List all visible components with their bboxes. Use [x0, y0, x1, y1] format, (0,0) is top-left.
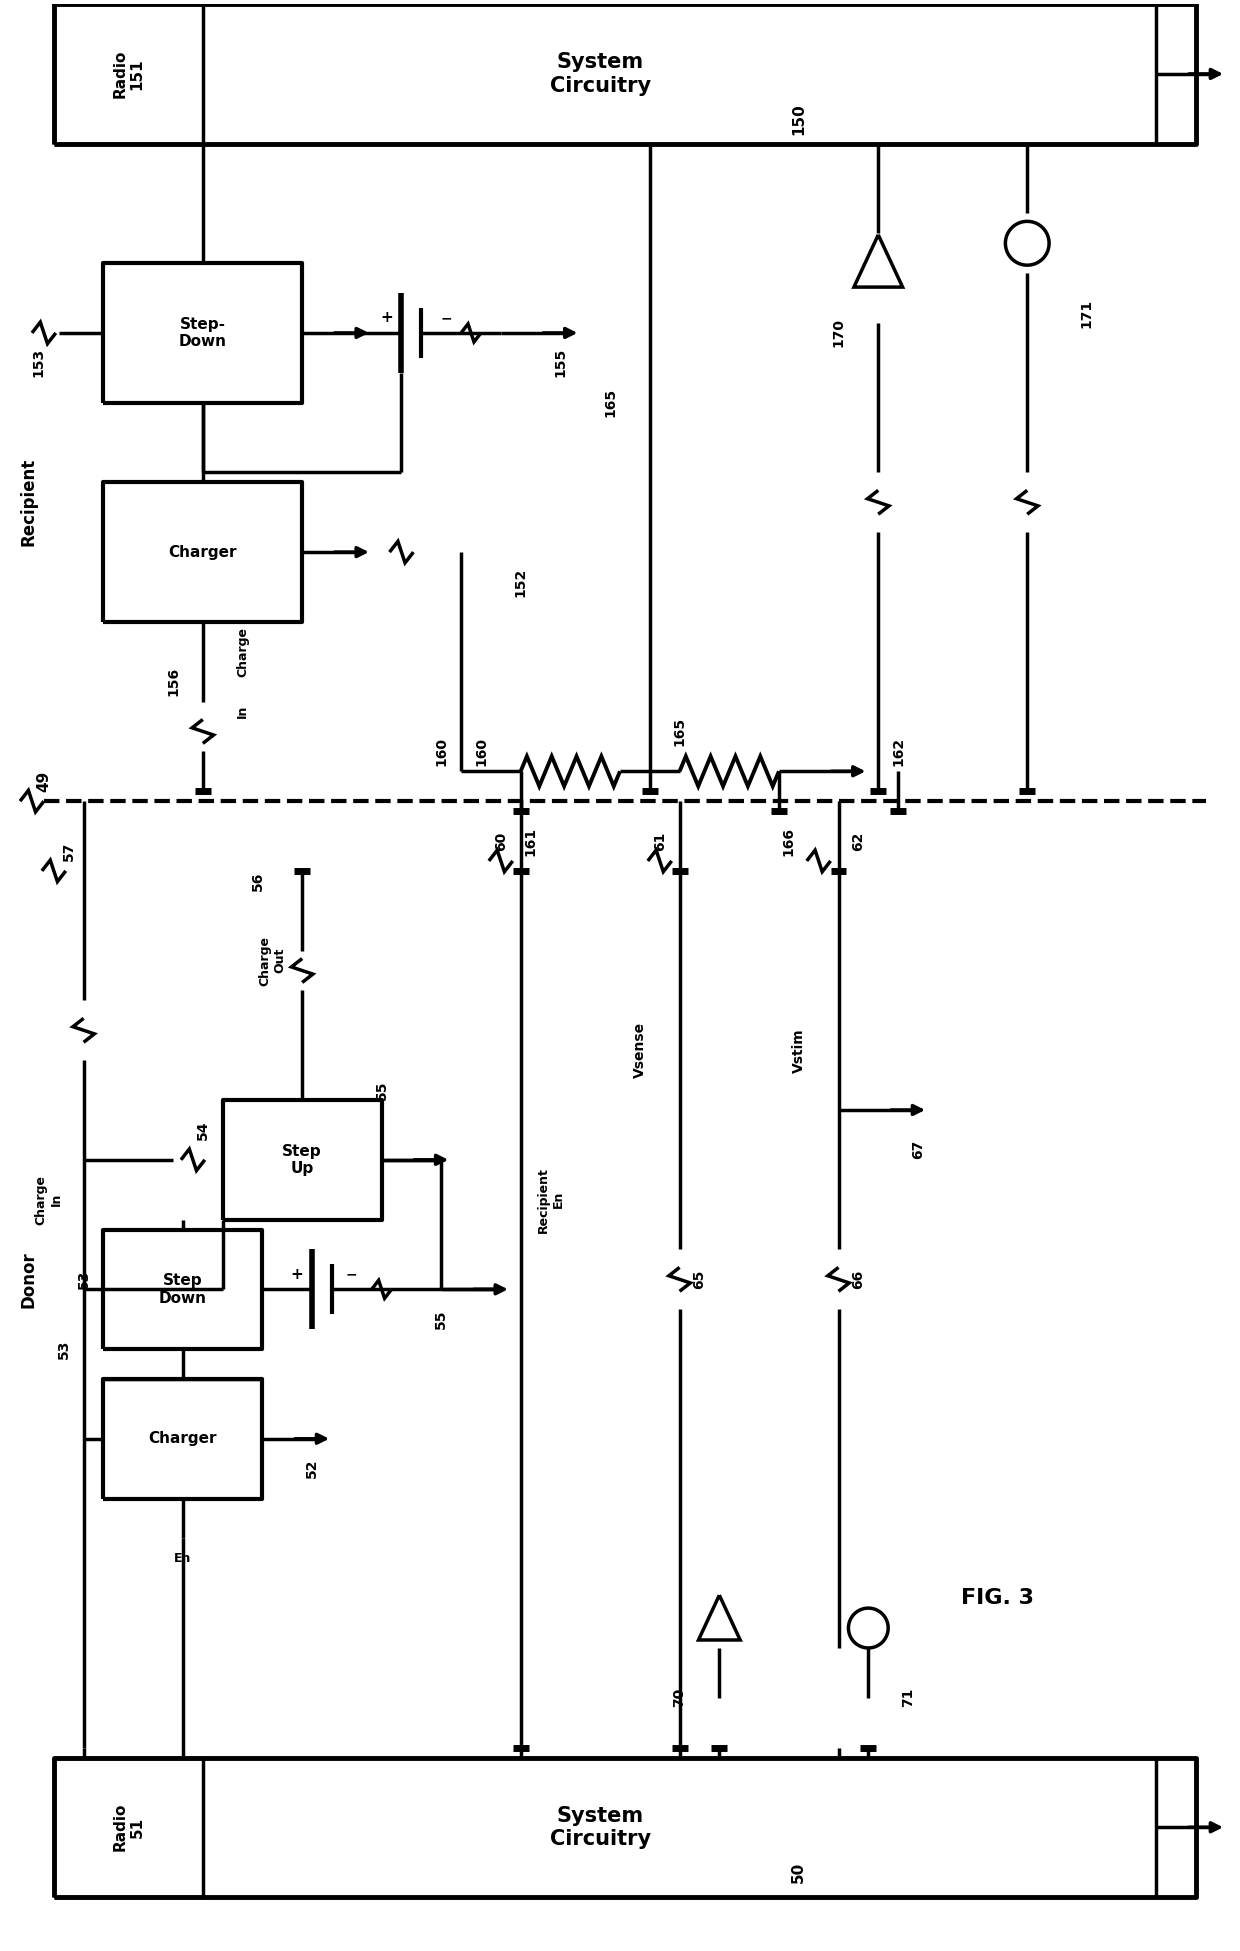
Text: 55: 55 [434, 1309, 448, 1329]
Text: 161: 161 [523, 827, 538, 856]
Text: 49: 49 [36, 771, 51, 792]
Text: Radio
151: Radio 151 [112, 49, 145, 98]
Text: 53: 53 [57, 1340, 71, 1358]
Text: System
Circuitry: System Circuitry [549, 53, 651, 96]
Text: +: + [291, 1266, 304, 1282]
Text: 162: 162 [892, 737, 905, 767]
Text: Charger: Charger [149, 1432, 217, 1446]
Text: Recipient
En: Recipient En [537, 1167, 564, 1233]
Text: 54: 54 [196, 1120, 210, 1139]
Text: In: In [236, 704, 249, 718]
Text: 70: 70 [672, 1688, 687, 1707]
Text: Charger: Charger [169, 544, 237, 560]
Text: Donor: Donor [20, 1251, 38, 1307]
Text: Charge: Charge [236, 626, 249, 677]
Text: 57: 57 [62, 841, 76, 860]
Text: 165: 165 [672, 716, 687, 745]
Text: 171: 171 [1080, 299, 1094, 328]
Text: Step-
Down: Step- Down [179, 316, 227, 349]
Text: 61: 61 [652, 831, 667, 851]
Text: 160: 160 [474, 737, 489, 767]
Text: Recipient: Recipient [20, 458, 38, 546]
Text: −: − [440, 310, 453, 326]
Text: 166: 166 [782, 827, 796, 855]
Text: 170: 170 [832, 318, 846, 347]
Text: 71: 71 [901, 1688, 915, 1707]
Text: −: − [346, 1268, 357, 1282]
Text: 156: 156 [166, 667, 180, 697]
Text: 153: 153 [32, 347, 46, 377]
Text: 53: 53 [77, 1270, 91, 1290]
Text: 67: 67 [911, 1139, 925, 1159]
Text: 52: 52 [305, 1459, 319, 1479]
Text: 60: 60 [494, 831, 508, 851]
Text: 66: 66 [852, 1270, 866, 1290]
Text: 152: 152 [513, 568, 528, 597]
Text: Charge
In: Charge In [35, 1175, 63, 1225]
Text: 160: 160 [434, 737, 448, 767]
Text: 50: 50 [791, 1861, 806, 1883]
Text: 150: 150 [791, 103, 806, 135]
Text: System
Circuitry: System Circuitry [549, 1807, 651, 1850]
Text: 165: 165 [603, 388, 618, 418]
Text: Radio
51: Radio 51 [112, 1803, 145, 1851]
Text: Step
Down: Step Down [159, 1274, 207, 1305]
Text: Step
Up: Step Up [283, 1143, 322, 1176]
Text: 55: 55 [374, 1081, 388, 1100]
Text: FIG. 3: FIG. 3 [961, 1588, 1034, 1608]
Text: En: En [175, 1551, 192, 1565]
Text: +: + [381, 310, 393, 326]
Text: 65: 65 [692, 1270, 707, 1290]
Text: Charge
Out: Charge Out [258, 936, 286, 985]
Text: Vstim: Vstim [792, 1028, 806, 1073]
Text: 56: 56 [250, 872, 264, 890]
Text: Vsense: Vsense [632, 1022, 647, 1079]
Text: 62: 62 [852, 831, 866, 851]
Text: 155: 155 [553, 347, 568, 377]
